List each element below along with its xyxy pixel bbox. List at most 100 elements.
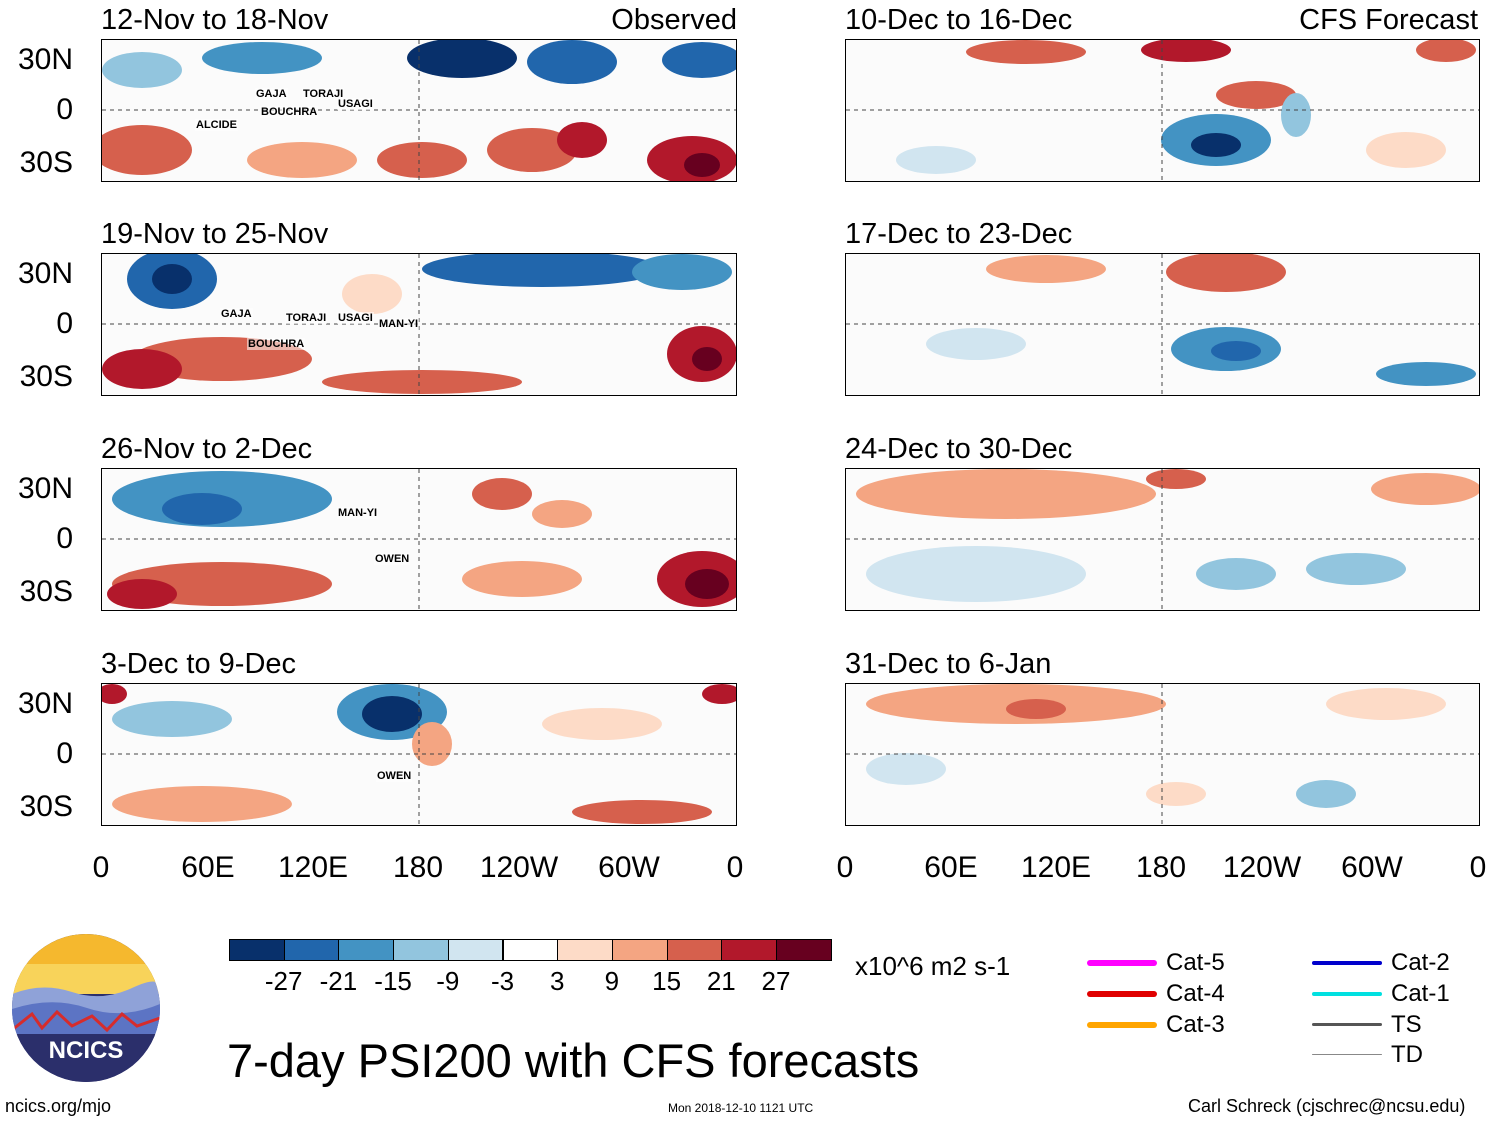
- contour-neg: [112, 701, 232, 737]
- storm-label: USAGI: [337, 98, 374, 110]
- colorbar-swatch: [338, 939, 395, 961]
- contour-pos: [102, 684, 127, 704]
- lat-label: 0: [56, 522, 73, 555]
- contour-pos: [322, 370, 522, 394]
- contour-pos: [1371, 473, 1479, 505]
- contour-pos: [1006, 699, 1066, 719]
- legend-label: Cat-5: [1166, 949, 1225, 976]
- contour-neg: [1196, 558, 1276, 590]
- contour-neg: [662, 42, 736, 78]
- lon-label: 180: [1135, 851, 1187, 884]
- contour-pos: [1146, 469, 1206, 489]
- storm-label: TORAJI: [302, 88, 345, 100]
- colorbar-label: -21: [319, 966, 358, 996]
- observed-map-3: MAN-YI OWEN: [101, 468, 737, 611]
- lon-label: 120W: [1222, 851, 1302, 884]
- storm-label: BOUCHRA: [260, 106, 319, 118]
- forecast-map-4: [845, 683, 1480, 826]
- forecast-panel-3-title: 24-Dec to 30-Dec: [845, 433, 1073, 465]
- legend-line-cat1: [1312, 992, 1382, 996]
- contour-neg: [926, 328, 1026, 360]
- storm-label: ALCIDE: [195, 119, 238, 131]
- contour-neg: [362, 696, 422, 732]
- psi-field-forecast-1: [846, 40, 1479, 181]
- storm-label: BOUCHRA: [247, 338, 306, 350]
- observed-map-2: GAJA TORAJI USAGI MAN-YI BOUCHRA: [101, 253, 737, 396]
- contour-pos: [1216, 81, 1296, 109]
- contour-neg: [1191, 133, 1241, 157]
- lon-label: 0: [726, 851, 744, 884]
- contour-pos: [542, 708, 662, 740]
- contour-neg: [422, 254, 662, 287]
- lat-label: 30S: [19, 360, 73, 393]
- forecast-map-1: [845, 39, 1480, 182]
- contour-neg: [866, 546, 1086, 602]
- contour-pos: [557, 122, 607, 158]
- lon-label: 180: [392, 851, 444, 884]
- lon-label: 60E: [181, 851, 235, 884]
- logo-text: NCICS: [49, 1037, 124, 1064]
- colorbar-label: 9: [604, 966, 620, 996]
- contour-pos: [1416, 40, 1476, 62]
- storm-label: OWEN: [374, 553, 411, 565]
- observed-panel-3-title: 26-Nov to 2-Dec: [101, 433, 313, 465]
- legend-label: Cat-3: [1166, 1011, 1225, 1038]
- contour-neg: [407, 40, 517, 78]
- lat-label: 30S: [19, 575, 73, 608]
- legend-label: Cat-1: [1391, 980, 1450, 1007]
- contour-pos: [342, 274, 402, 314]
- colorbar-label: -15: [374, 966, 412, 996]
- legend-label: Cat-4: [1166, 980, 1225, 1007]
- legend-label: TS: [1391, 1011, 1422, 1038]
- contour-pos: [462, 561, 582, 597]
- legend-label: TD: [1391, 1041, 1423, 1068]
- lat-label: 30N: [17, 687, 73, 720]
- legend-label: Cat-2: [1391, 949, 1450, 976]
- storm-label: MAN-YI: [378, 318, 420, 330]
- contour-pos: [692, 347, 722, 371]
- lon-label: 120W: [479, 851, 559, 884]
- contour-neg: [896, 146, 976, 174]
- contour-pos: [102, 349, 182, 389]
- lon-label: 120E: [277, 851, 349, 884]
- logo-graphic: NCICS: [12, 934, 160, 1082]
- contour-pos: [112, 786, 292, 822]
- colorbar-label: 3: [549, 966, 565, 996]
- contour-pos: [684, 153, 720, 177]
- footer-url[interactable]: ncics.org/mjo: [5, 1096, 112, 1116]
- forecast-map-3: [845, 468, 1480, 611]
- legend-line-cat3: [1087, 1022, 1157, 1028]
- colorbar-units: x10^6 m2 s-1: [855, 951, 1011, 981]
- lat-label: 30S: [19, 790, 73, 823]
- storm-label: GAJA: [255, 88, 288, 100]
- forecast-panel-4-title: 31-Dec to 6-Jan: [845, 648, 1052, 680]
- observed-panel-2-title: 19-Nov to 25-Nov: [101, 218, 329, 250]
- psi-field-observed-4: [102, 684, 736, 825]
- observed-map-1: GAJA TORAJI USAGI BOUCHRA ALCIDE: [101, 39, 737, 182]
- contour-neg: [1281, 93, 1311, 137]
- psi-field-forecast-4: [846, 684, 1479, 825]
- storm-label: MAN-YI: [337, 507, 379, 519]
- colorbar-label: -9: [436, 966, 460, 996]
- footer-credit: Carl Schreck (cjschrec@ncsu.edu): [1188, 1096, 1466, 1116]
- lon-label: 60E: [924, 851, 978, 884]
- psi-field-observed-1: [102, 40, 736, 181]
- colorbar-label: -27: [264, 966, 303, 996]
- contour-neg: [162, 493, 242, 525]
- contour-pos: [412, 722, 452, 766]
- colorbar-swatch: [666, 939, 723, 961]
- main-title: 7-day PSI200 with CFS forecasts: [227, 1034, 920, 1087]
- forecast-panel-1-title: 10-Dec to 16-Dec: [845, 4, 1073, 36]
- lat-label: 30N: [17, 43, 73, 76]
- legend-line-cat5: [1087, 960, 1157, 966]
- contour-pos: [685, 569, 729, 599]
- colorbar-swatch: [502, 939, 559, 961]
- contour-pos: [1166, 254, 1286, 292]
- contour-pos: [986, 255, 1106, 283]
- legend-line-cat4: [1087, 991, 1157, 997]
- observed-header: Observed: [611, 4, 737, 36]
- psi-field-forecast-3: [846, 469, 1479, 610]
- contour-neg: [1306, 553, 1406, 585]
- observed-map-4: OWEN: [101, 683, 737, 826]
- colorbar-swatch: [229, 939, 285, 961]
